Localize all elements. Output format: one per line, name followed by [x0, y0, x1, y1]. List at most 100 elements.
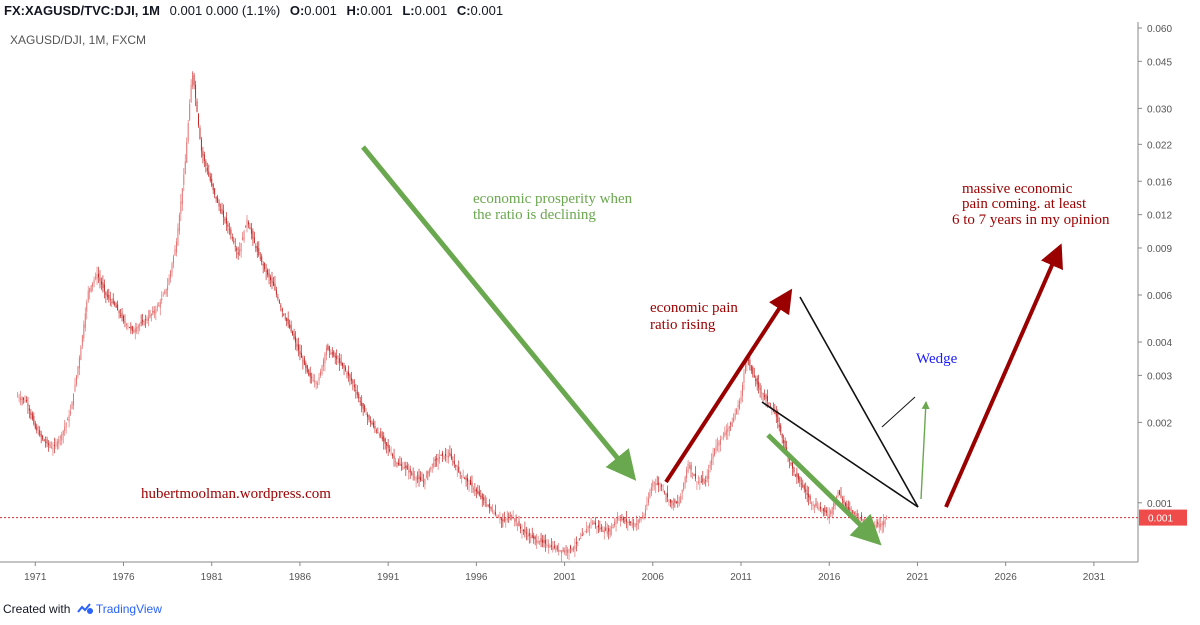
candle-body: [683, 483, 685, 490]
candle-body: [98, 273, 100, 278]
candle-body: [768, 402, 770, 404]
candle-body: [615, 519, 617, 524]
candle-body: [764, 395, 766, 397]
candle-body: [73, 393, 75, 406]
pain-label-line1: economic pain: [650, 300, 738, 316]
candle-body: [693, 474, 695, 476]
tradingview-brand[interactable]: TradingView: [95, 602, 162, 616]
candle-body: [677, 501, 679, 503]
plot-area: [0, 28, 1138, 562]
candle-body: [724, 432, 726, 436]
candle-body: [333, 351, 335, 356]
candle-body: [686, 470, 688, 479]
candle-body: [668, 500, 670, 501]
candle-body: [843, 500, 845, 504]
candle-body: [80, 346, 82, 361]
candle-body: [846, 503, 848, 509]
y-tick-label: 0.001: [1147, 499, 1172, 510]
candle-body: [549, 545, 551, 548]
candle-body: [123, 315, 125, 321]
massive-label-line2: pain coming. at least: [962, 196, 1087, 212]
candle-body: [247, 222, 249, 225]
candle-body: [36, 426, 38, 431]
candle-body: [831, 507, 833, 514]
candle-body: [192, 71, 194, 87]
candle-body: [108, 294, 110, 299]
candle-body: [658, 482, 660, 485]
x-tick-label: 2016: [818, 572, 841, 583]
candle-body: [393, 455, 395, 459]
candle-body: [546, 544, 548, 546]
candle-body: [355, 390, 357, 391]
candle-body: [881, 522, 883, 526]
candle-body: [542, 540, 544, 543]
candle-body: [261, 256, 263, 263]
candle-body: [277, 296, 279, 299]
candle-body: [417, 477, 419, 479]
candle-body: [499, 518, 501, 520]
candle-body: [424, 478, 426, 485]
candle-body: [293, 333, 295, 339]
candle-body: [87, 291, 89, 301]
candle-body: [43, 439, 45, 442]
candle-body: [790, 462, 792, 465]
candle-body: [406, 465, 408, 470]
candle-body: [48, 443, 50, 445]
candle-body: [453, 460, 455, 465]
candle-body: [774, 411, 776, 415]
candle-body: [655, 483, 657, 486]
candle-body: [270, 276, 272, 281]
candle-body: [170, 271, 172, 279]
candle-body: [815, 503, 817, 506]
candle-body: [469, 480, 471, 485]
candle-body: [418, 475, 420, 480]
candle-body: [71, 402, 73, 410]
candle-body: [28, 408, 30, 411]
candle-body: [433, 462, 435, 467]
candle-body: [127, 325, 129, 327]
candle-body: [405, 465, 407, 468]
candle-body: [597, 525, 599, 528]
candle-body: [318, 377, 320, 381]
candle-body: [383, 435, 385, 442]
candle-body: [17, 396, 19, 398]
candle-body: [667, 493, 669, 498]
candle-body: [556, 546, 558, 550]
candle-body: [611, 526, 613, 529]
candle-body: [452, 461, 454, 462]
candle-body: [33, 415, 35, 424]
candle-body: [84, 313, 86, 328]
candle-body: [612, 524, 614, 529]
candle-body: [487, 504, 489, 506]
candle-body: [550, 545, 552, 547]
candle-body: [827, 513, 829, 515]
candle-body: [384, 438, 386, 444]
candle-body: [718, 441, 720, 447]
candle-body: [70, 411, 72, 415]
candle-body: [462, 476, 464, 478]
candle-body: [21, 398, 23, 400]
candle-body: [193, 75, 195, 86]
candle-body: [227, 224, 229, 227]
candle-body: [514, 519, 516, 521]
candle-body: [118, 311, 120, 313]
candle-body: [299, 351, 301, 355]
candle-body: [412, 474, 414, 476]
candle-body: [521, 529, 523, 531]
candle-body: [334, 355, 336, 358]
candle-body: [158, 305, 160, 307]
candle-body: [753, 374, 755, 378]
candle-body: [399, 463, 401, 466]
candle-body: [95, 276, 97, 278]
candle-body: [68, 415, 70, 422]
price-chart[interactable]: 0.060 0.045 0.030 0.022 0.016 0.012 0.009 0.006…: [0, 22, 1200, 600]
candle-body: [362, 403, 364, 409]
candle-body: [518, 521, 520, 527]
candle-body: [256, 246, 258, 252]
candle-body: [809, 495, 811, 501]
candle-body: [880, 523, 882, 528]
candle-body: [202, 151, 204, 156]
candle-body: [793, 467, 795, 473]
candle-body: [480, 496, 482, 498]
candle-body: [184, 161, 186, 175]
